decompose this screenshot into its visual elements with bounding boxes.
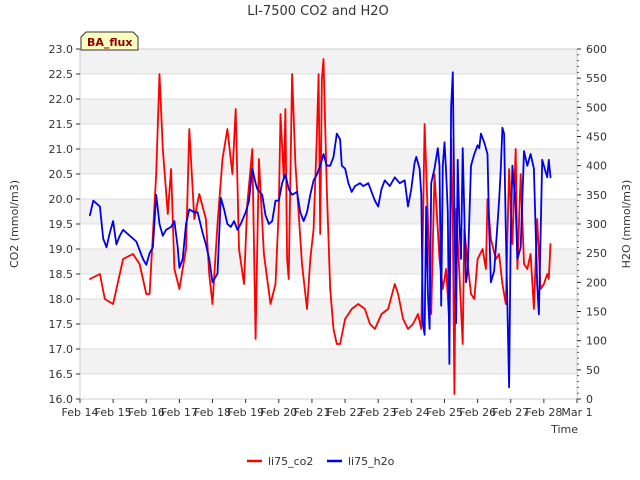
x-tick-label: Feb 15 [95, 406, 132, 419]
y-right-tick-label: 100 [586, 335, 607, 348]
y-axis-left: 16.0 16.5 17.0 17.5 18.0 18.5 19.0 19.5 20.0 20.5… [49, 43, 80, 406]
y-axis-right: 0 50 100 150 200 250 300 350 400 450 500 550 600 [577, 43, 607, 406]
chart-title: LI-7500 CO2 and H2O [247, 4, 389, 19]
y-left-tick-label: 20.5 [49, 168, 74, 181]
y-left-tick-label: 18.5 [49, 268, 74, 281]
y-left-tick-label: 22.5 [49, 68, 74, 81]
y-left-tick-label: 21.5 [49, 118, 74, 131]
grid-band [80, 299, 577, 324]
grid-band [80, 149, 577, 174]
y-left-tick-label: 19.0 [49, 243, 74, 256]
y-left-tick-label: 16.0 [49, 393, 74, 406]
x-tick-label: Feb 25 [426, 406, 463, 419]
x-tick-label: Mar 1 [561, 406, 592, 419]
site-label: BA_flux [80, 31, 139, 51]
x-tick-label: Feb 28 [525, 406, 562, 419]
site-label-box [80, 31, 139, 51]
y-right-tick-label: 600 [586, 43, 607, 56]
x-tick-label: Feb 20 [260, 406, 297, 419]
x-tick-label: Feb 17 [161, 406, 198, 419]
series-line-li75_h2o [89, 71, 552, 389]
y-left-tick-label: 17.0 [49, 343, 74, 356]
x-tick-label: Feb 21 [293, 406, 330, 419]
y-axis-left-title: CO2 (mmol/m3) [8, 180, 21, 268]
y-right-tick-label: 350 [586, 189, 607, 202]
y-right-tick-label: 200 [586, 276, 607, 289]
y-right-tick-label: 450 [586, 131, 607, 144]
y-axis-right-title: H2O (mmol/m3) [620, 180, 633, 269]
legend-co2-label: li75_co2 [268, 455, 313, 468]
y-left-tick-label: 19.5 [49, 218, 74, 231]
y-right-tick-label: 400 [586, 160, 607, 173]
grid-band [80, 99, 577, 124]
y-left-tick-label: 18.0 [49, 293, 74, 306]
y-left-tick-label: 22.0 [49, 93, 74, 106]
x-axis-title: Time [550, 423, 578, 436]
y-left-tick-label: 21.0 [49, 143, 74, 156]
grid-band [80, 49, 577, 74]
y-left-tick-label: 20.0 [49, 193, 74, 206]
y-right-tick-label: 150 [586, 306, 607, 319]
x-tick-label: Feb 16 [128, 406, 165, 419]
y-right-tick-label: 300 [586, 218, 607, 231]
site-label-text: BA_flux [87, 36, 132, 49]
x-tick-label: Feb 19 [227, 406, 264, 419]
legend-h2o-label: li75_h2o [348, 455, 395, 468]
legend: li75_co2 li75_h2o [247, 455, 395, 468]
grid-band [80, 349, 577, 374]
y-right-tick-label: 50 [586, 364, 600, 377]
y-right-tick-label: 0 [586, 393, 593, 406]
y-left-tick-label: 17.5 [49, 318, 74, 331]
x-tick-label: Feb 27 [492, 406, 529, 419]
x-tick-label: Feb 22 [327, 406, 364, 419]
plot-bands [80, 49, 577, 374]
y-left-tick-label: 23.0 [49, 43, 74, 56]
series-line-li75_co2 [89, 58, 552, 395]
x-tick-label: Feb 26 [459, 406, 496, 419]
y-left-tick-label: 16.5 [49, 368, 74, 381]
y-right-tick-label: 550 [586, 72, 607, 85]
x-tick-label: Feb 23 [360, 406, 397, 419]
x-tick-label: Feb 18 [194, 406, 231, 419]
y-right-tick-label: 250 [586, 247, 607, 260]
x-tick-label: Feb 14 [62, 406, 99, 419]
series-layer [89, 58, 552, 395]
x-tick-label: Feb 24 [393, 406, 430, 419]
y-right-tick-label: 500 [586, 101, 607, 114]
